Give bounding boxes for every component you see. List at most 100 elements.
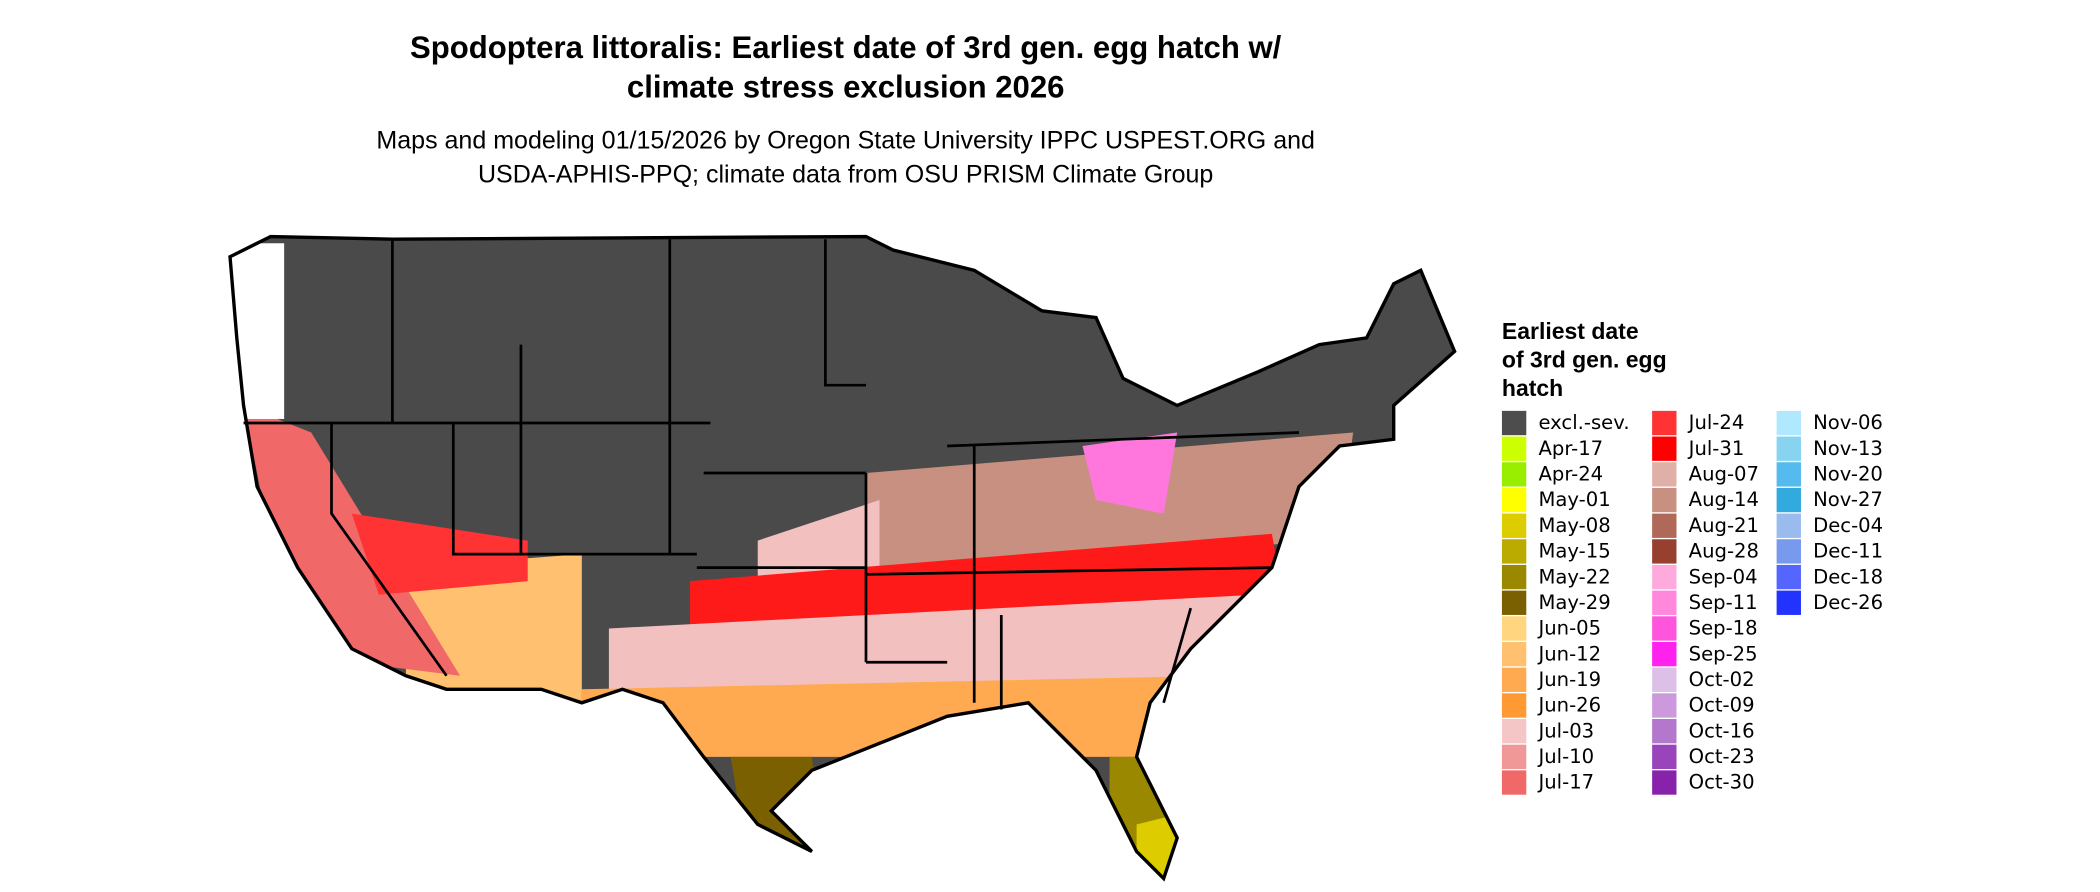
title-line: Spodoptera littoralis: Earliest date of … bbox=[410, 30, 1282, 65]
legend-label: Apr-24 bbox=[1538, 463, 1603, 486]
legend-label: Jul-03 bbox=[1536, 719, 1594, 742]
legend-swatch bbox=[1652, 410, 1677, 436]
legend-swatch bbox=[1501, 770, 1527, 795]
legend-swatch bbox=[1776, 487, 1801, 513]
title-line: climate stress exclusion 2026 bbox=[627, 69, 1065, 104]
state-borders bbox=[243, 239, 1300, 710]
legend-swatch bbox=[1652, 590, 1677, 615]
legend-item: Sep-18 bbox=[1652, 616, 1758, 641]
legend-item: Oct-23 bbox=[1652, 744, 1755, 770]
legend-label: Oct-02 bbox=[1689, 668, 1755, 691]
title: Spodoptera littoralis: Earliest date of … bbox=[410, 30, 1282, 104]
legend-item: Oct-30 bbox=[1652, 770, 1755, 795]
zone-pink bbox=[1082, 432, 1178, 514]
legend-swatch bbox=[1652, 513, 1677, 538]
legend-item: Nov-13 bbox=[1776, 436, 1883, 461]
zone-orange bbox=[581, 675, 1218, 757]
legend-item: May-01 bbox=[1501, 487, 1611, 513]
legend-item: May-08 bbox=[1501, 513, 1611, 538]
legend-item: Dec-04 bbox=[1776, 513, 1883, 538]
legend-item: Nov-06 bbox=[1776, 410, 1883, 436]
legend-label: Nov-27 bbox=[1813, 488, 1883, 511]
legend-swatch bbox=[1652, 436, 1677, 461]
legend-item: Aug-14 bbox=[1652, 487, 1759, 513]
legend-item: Jul-10 bbox=[1501, 744, 1594, 770]
legend-label: May-15 bbox=[1538, 540, 1610, 563]
legend-label: Dec-18 bbox=[1813, 565, 1883, 588]
zone-light-pink bbox=[608, 594, 1259, 703]
legend-swatch bbox=[1501, 487, 1527, 513]
legend-item: Nov-20 bbox=[1776, 462, 1883, 487]
legend-swatch bbox=[1776, 590, 1801, 615]
legend-label: Jun-05 bbox=[1536, 617, 1601, 640]
legend-item: Jul-03 bbox=[1501, 719, 1594, 744]
legend-swatch bbox=[1652, 462, 1677, 487]
legend-item: Aug-07 bbox=[1652, 462, 1759, 487]
legend-swatch bbox=[1776, 436, 1801, 461]
legend-item: May-22 bbox=[1501, 564, 1611, 590]
legend-label: May-01 bbox=[1538, 488, 1610, 511]
legend-swatch bbox=[1501, 719, 1527, 744]
legend-swatch bbox=[1652, 667, 1677, 692]
legend-item: Jun-12 bbox=[1501, 641, 1601, 667]
legend-swatch bbox=[1652, 539, 1677, 564]
legend-item: Oct-16 bbox=[1652, 719, 1755, 744]
legend-swatch bbox=[1652, 719, 1677, 744]
legend-item: May-15 bbox=[1501, 539, 1611, 564]
legend-swatch bbox=[1501, 616, 1527, 641]
legend-swatch bbox=[1652, 487, 1677, 513]
legend-swatch bbox=[1501, 693, 1527, 718]
legend-label: Oct-30 bbox=[1689, 771, 1755, 794]
legend-item: Jul-24 bbox=[1652, 410, 1744, 436]
borders bbox=[228, 234, 1457, 882]
legend-item: Apr-17 bbox=[1501, 436, 1603, 461]
legend-item: Jun-05 bbox=[1501, 616, 1601, 641]
subtitle-line: USDA-APHIS-PPQ; climate data from OSU PR… bbox=[478, 160, 1213, 188]
legend-title: Earliest date bbox=[1502, 318, 1639, 344]
legend-item: Nov-27 bbox=[1776, 487, 1883, 513]
subtitle: Maps and modeling 01/15/2026 by Oregon S… bbox=[376, 127, 1315, 189]
legend-item: Dec-26 bbox=[1776, 590, 1883, 615]
legend-label: Nov-13 bbox=[1813, 437, 1883, 460]
legend-item: Jul-31 bbox=[1652, 436, 1744, 461]
legend-swatch bbox=[1501, 590, 1527, 615]
legend-label: Sep-18 bbox=[1689, 617, 1758, 640]
legend-label: Jul-10 bbox=[1536, 745, 1594, 768]
legend-item: excl.-sev. bbox=[1501, 410, 1630, 436]
country-outline bbox=[228, 234, 1457, 882]
legend-item: Apr-24 bbox=[1501, 462, 1603, 487]
legend-label: Apr-17 bbox=[1538, 437, 1603, 460]
legend-swatch bbox=[1776, 462, 1801, 487]
legend-label: excl.-sev. bbox=[1538, 411, 1629, 434]
zone-red-west bbox=[351, 513, 528, 595]
legend-label: Jun-12 bbox=[1536, 642, 1601, 665]
legend-swatch bbox=[1776, 539, 1801, 564]
legend-label: Aug-21 bbox=[1689, 514, 1759, 537]
legend-item: Sep-11 bbox=[1652, 590, 1758, 615]
legend-item: Aug-21 bbox=[1652, 513, 1759, 538]
legend-title: of 3rd gen. egg bbox=[1502, 347, 1667, 373]
legend-label: May-29 bbox=[1538, 591, 1610, 614]
legend-swatch bbox=[1501, 641, 1527, 667]
legend-label: Jun-26 bbox=[1536, 694, 1601, 717]
legend-item: Jun-19 bbox=[1501, 667, 1601, 692]
legend-item: Dec-18 bbox=[1776, 564, 1883, 590]
legend-item: Oct-09 bbox=[1652, 693, 1755, 718]
legend: Earliest date of 3rd gen. egg hatch excl… bbox=[1501, 318, 1883, 795]
legend-item: Jul-17 bbox=[1501, 770, 1594, 795]
legend-label: Sep-04 bbox=[1689, 565, 1758, 588]
legend-item: Oct-02 bbox=[1652, 667, 1755, 692]
legend-swatch bbox=[1652, 770, 1677, 795]
legend-label: Oct-23 bbox=[1689, 745, 1755, 768]
legend-label: Sep-11 bbox=[1689, 591, 1758, 614]
legend-label: Dec-04 bbox=[1813, 514, 1883, 537]
legend-item: Aug-28 bbox=[1652, 539, 1759, 564]
legend-swatch bbox=[1652, 744, 1677, 770]
legend-item: Sep-25 bbox=[1652, 641, 1758, 667]
legend-swatch bbox=[1501, 436, 1527, 461]
legend-swatch bbox=[1501, 539, 1527, 564]
legend-item: Dec-11 bbox=[1776, 539, 1883, 564]
legend-swatch bbox=[1501, 410, 1527, 436]
legend-title: hatch bbox=[1502, 375, 1563, 401]
